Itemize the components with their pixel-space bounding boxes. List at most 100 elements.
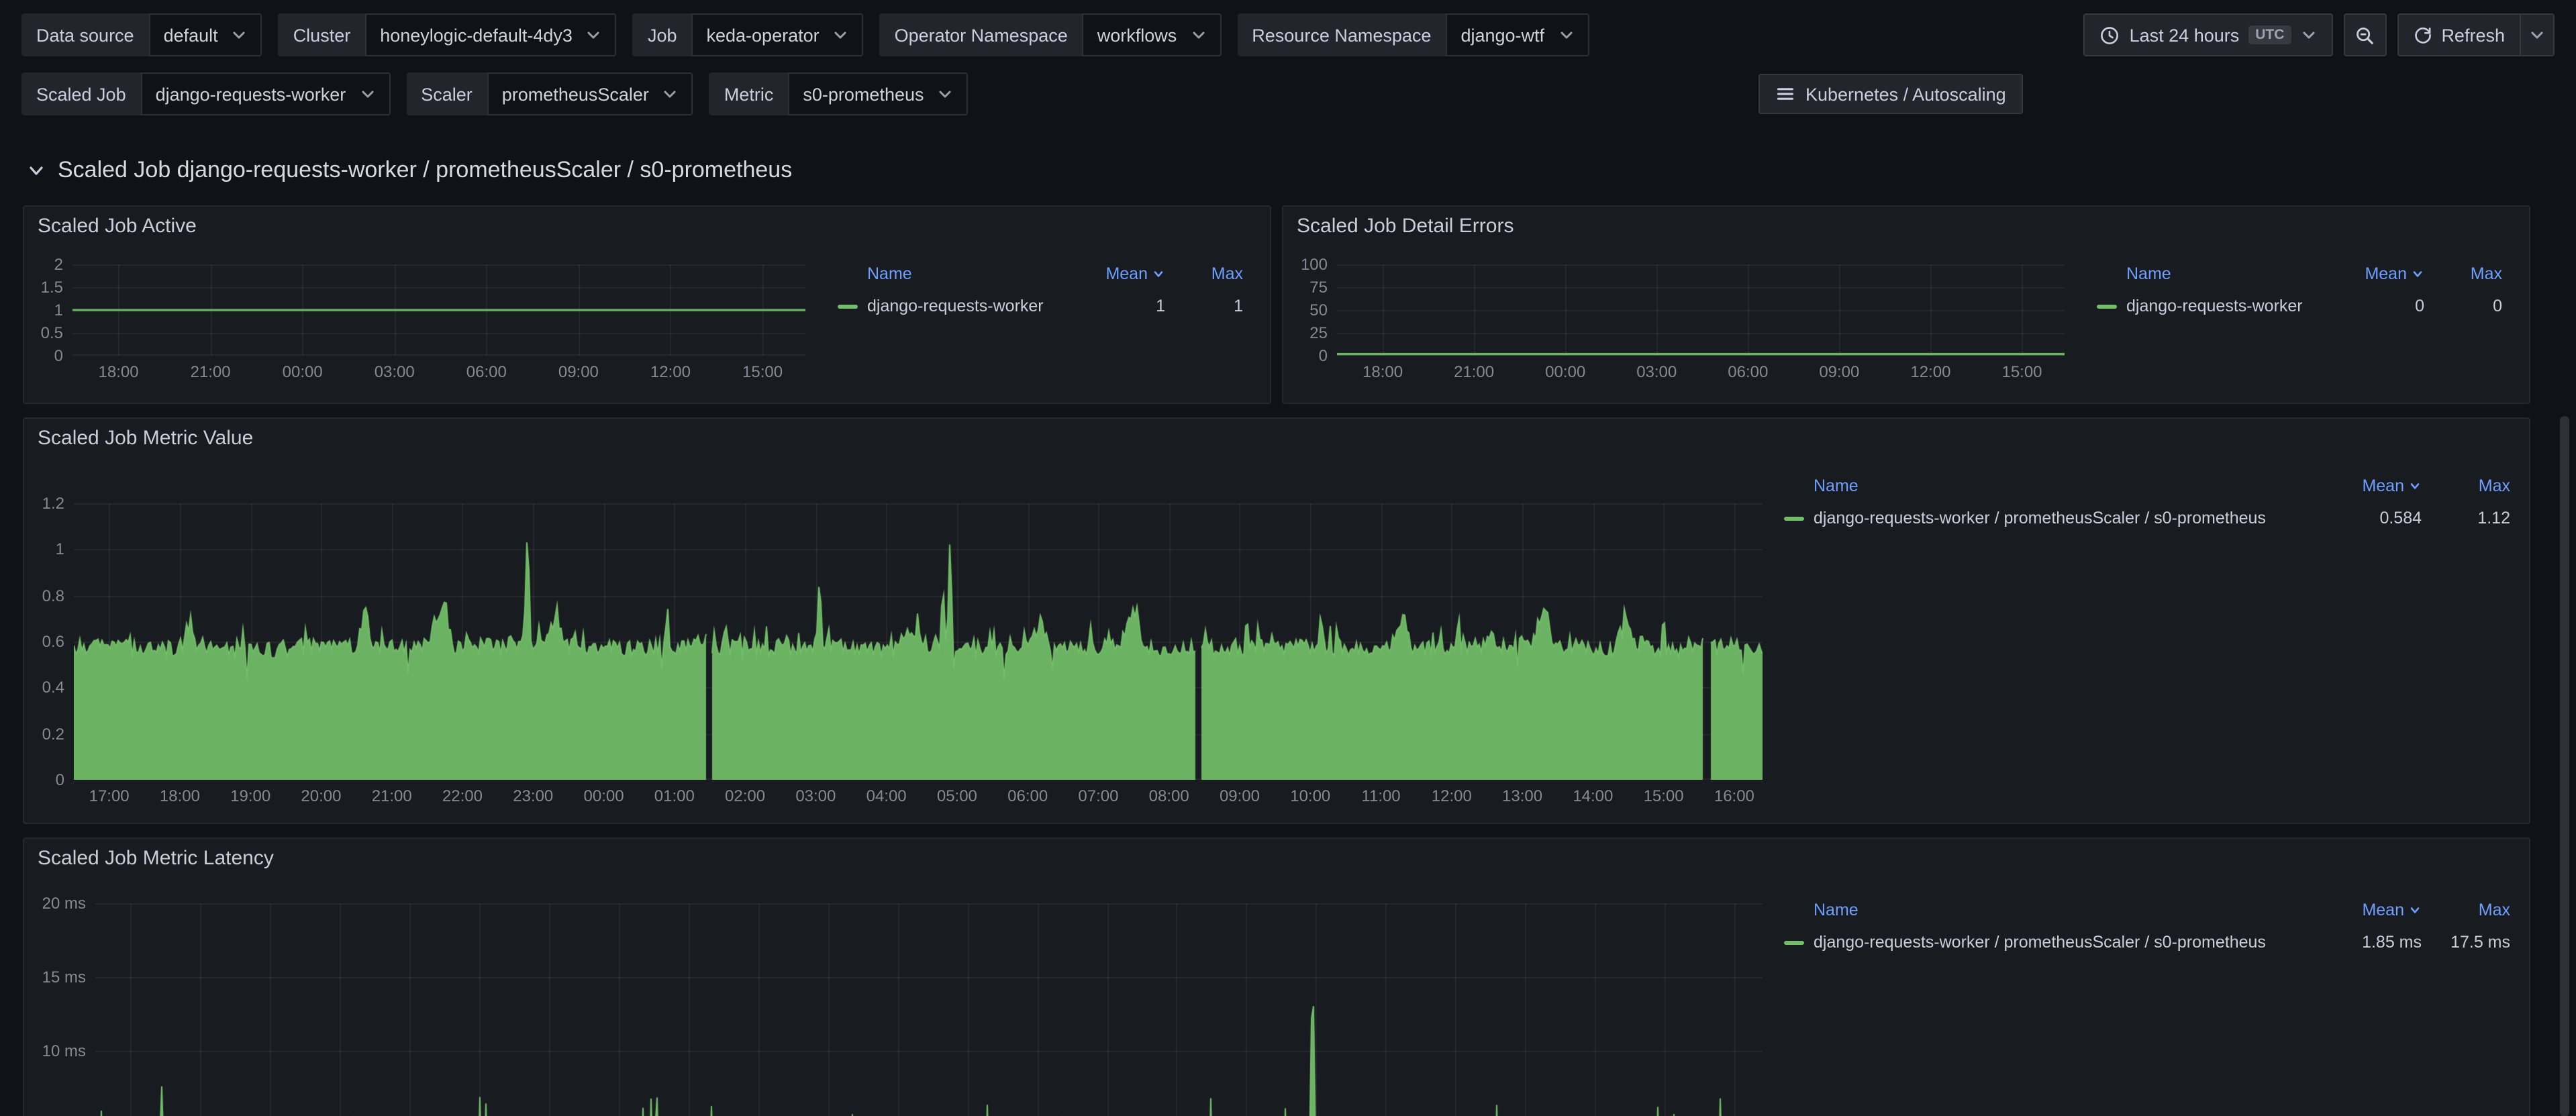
legend-series-name[interactable]: django-requests-worker — [2097, 297, 2344, 315]
panel-scaled-job-metric-value: Scaled Job Metric Value 1.2 1 0.8 0.6 0.4 0.2… — [23, 417, 2530, 824]
zoom-out-button[interactable] — [2343, 13, 2387, 56]
panel-title[interactable]: Scaled Job Detail Errors — [1297, 215, 1514, 238]
variables-row-1: Data source default Cluster honeylogic-d… — [21, 13, 1589, 56]
time-controls: Last 24 hours UTC Refresh — [2083, 13, 2555, 56]
legend-header-max[interactable]: Max — [2470, 264, 2502, 283]
legend-series-name[interactable]: django-requests-worker — [838, 297, 1085, 315]
x-axis-label: 01:00 — [654, 787, 695, 805]
legend-header-mean[interactable]: Mean — [1085, 264, 1165, 283]
legend-header-name[interactable]: Name — [1814, 476, 1859, 495]
variable-job: Job keda-operator — [632, 13, 864, 56]
legend-header-max[interactable]: Max — [2478, 476, 2510, 495]
legend-header-mean[interactable]: Mean — [2344, 264, 2424, 283]
x-axis-label: 09:00 — [558, 362, 599, 381]
refresh-interval-dropdown[interactable] — [2520, 13, 2555, 56]
y-axis-label: 15 ms — [42, 968, 86, 986]
x-axis-label: 22:00 — [442, 787, 483, 805]
legend-series-name[interactable]: django-requests-worker / prometheusScale… — [1784, 933, 2325, 952]
x-axis-label: 23:00 — [513, 787, 554, 805]
y-axis-label: 0 — [55, 770, 64, 789]
legend-mean-value: 0 — [2415, 297, 2424, 315]
x-axis-label: 15:00 — [2001, 362, 2042, 381]
y-axis-label: 1 — [54, 301, 63, 319]
time-range-picker[interactable]: Last 24 hours UTC — [2083, 13, 2333, 56]
variable-value-dropdown[interactable]: django-requests-worker — [140, 72, 391, 115]
variable-value-dropdown[interactable]: keda-operator — [691, 13, 864, 56]
x-axis-label: 21:00 — [190, 362, 231, 381]
variable-label: Data source — [21, 13, 149, 56]
legend-header-max[interactable]: Max — [1211, 264, 1243, 283]
x-axis-label: 08:00 — [1148, 787, 1189, 805]
y-axis-label: 75 — [1309, 278, 1328, 297]
legend-header-name[interactable]: Name — [2126, 264, 2171, 283]
panel-scaled-job-active: Scaled Job Active 2 1.5 1 0.5 0 18:00 21:00 00:… — [23, 205, 1271, 404]
x-axis-label: 06:00 — [1728, 362, 1769, 381]
x-axis-label: 09:00 — [1219, 787, 1260, 805]
legend-series-row: django-requests-worker / prometheusScale… — [1784, 929, 2510, 956]
x-axis-label: 00:00 — [583, 787, 624, 805]
legend-max-value: 17.5 ms — [2450, 933, 2510, 952]
x-axis-label: 03:00 — [374, 362, 415, 381]
legend-mean-value: 0.584 — [2379, 509, 2422, 527]
panel-title[interactable]: Scaled Job Metric Latency — [38, 847, 274, 870]
variable-selected-value: django-wtf — [1460, 25, 1545, 45]
dashboard-row-header[interactable]: Scaled Job django-requests-worker / prom… — [27, 153, 792, 188]
x-axis-label: 03:00 — [795, 787, 836, 805]
y-axis-label: 0.8 — [42, 586, 64, 605]
variable-value-dropdown[interactable]: honeylogic-default-4dy3 — [365, 13, 617, 56]
chart-canvas[interactable] — [1337, 264, 2065, 356]
x-axis-label: 06:00 — [466, 362, 507, 381]
legend: Name Mean Max django-requests-worker / prom… — [1784, 419, 2510, 823]
chevron-down-icon — [1560, 32, 1572, 39]
scrollbar-thumb[interactable] — [2560, 416, 2569, 1116]
legend-mean-value: 1.85 ms — [2362, 933, 2422, 952]
x-axis-label: 17:00 — [89, 787, 130, 805]
legend-header-mean[interactable]: Mean — [2325, 476, 2422, 495]
variable-value-dropdown[interactable]: s0-prometheus — [788, 72, 969, 115]
variable-label: Resource Namespace — [1237, 13, 1446, 56]
chart-canvas[interactable] — [95, 903, 1763, 1116]
chevron-down-icon — [2302, 32, 2314, 39]
x-axis-label: 11:00 — [1361, 787, 1401, 805]
variable-selected-value: honeylogic-default-4dy3 — [380, 25, 573, 45]
refresh-button[interactable]: Refresh — [2397, 13, 2520, 56]
y-axis-label: 25 — [1309, 323, 1328, 342]
variable-selected-value: s0-prometheus — [803, 84, 924, 104]
x-axis-label: 12:00 — [1431, 787, 1472, 805]
variable-value-dropdown[interactable]: prometheusScaler — [487, 72, 693, 115]
row-title: Scaled Job django-requests-worker / prom… — [58, 157, 793, 183]
legend-max-value: 0 — [2493, 297, 2502, 315]
y-axis-label: 1.5 — [40, 278, 63, 297]
chevron-down-icon — [361, 91, 373, 98]
panel-title[interactable]: Scaled Job Active — [38, 215, 197, 238]
variable-value-dropdown[interactable]: django-wtf — [1446, 13, 1589, 56]
variable-scaler: Scaler prometheusScaler — [406, 72, 693, 115]
legend-mean-value: 1 — [1156, 297, 1165, 315]
legend-header-name[interactable]: Name — [1814, 901, 1859, 919]
series-color-swatch — [1784, 516, 1804, 520]
panel-title[interactable]: Scaled Job Metric Value — [38, 427, 254, 450]
y-axis-label: 1 — [55, 540, 64, 559]
chevron-down-icon — [588, 32, 600, 39]
variable-value-dropdown[interactable]: workflows — [1082, 13, 1222, 56]
legend-header-name[interactable]: Name — [867, 264, 912, 283]
x-axis-label: 00:00 — [282, 362, 323, 381]
legend-header-max[interactable]: Max — [2478, 901, 2510, 919]
panel-scaled-job-metric-latency: Scaled Job Metric Latency 20 ms 15 ms 10 m… — [23, 838, 2530, 1116]
chevron-down-icon — [1192, 32, 1204, 39]
variable-value-dropdown[interactable]: default — [148, 13, 262, 56]
clock-icon — [2101, 26, 2119, 44]
variable-label: Job — [632, 13, 692, 56]
legend: Name Mean Max django-requests-worker / prom… — [1784, 839, 2510, 1116]
chevron-down-icon — [2531, 32, 2543, 39]
legend: Name Mean Max django-requests-worker 1 1 — [838, 207, 1243, 403]
x-axis-label: 09:00 — [1819, 362, 1860, 381]
variable-label: Cluster — [278, 13, 366, 56]
magnifier-minus-icon — [2357, 27, 2374, 44]
chart-canvas[interactable] — [72, 264, 805, 356]
x-axis-label: 19:00 — [230, 787, 271, 805]
chart-canvas[interactable] — [74, 503, 1763, 780]
legend-header-mean[interactable]: Mean — [2325, 901, 2422, 919]
legend-series-name[interactable]: django-requests-worker / prometheusScale… — [1784, 509, 2325, 527]
dashboard-link-kubernetes-autoscaling[interactable]: Kubernetes / Autoscaling — [1758, 74, 2024, 114]
